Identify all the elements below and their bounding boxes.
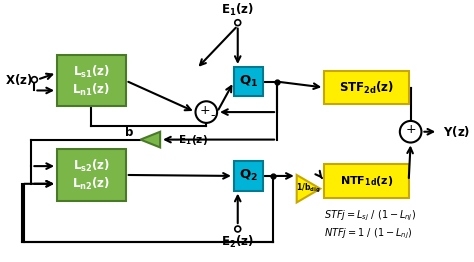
- Bar: [324, 71, 409, 104]
- Text: $\mathbf{Q_1}$: $\mathbf{Q_1}$: [239, 74, 258, 89]
- Text: $NTFj = 1\ /\ (1 - L_{nj})$: $NTFj = 1\ /\ (1 - L_{nj})$: [324, 227, 412, 241]
- Circle shape: [235, 20, 241, 26]
- Text: $\mathbf{b}$: $\mathbf{b}$: [124, 125, 134, 139]
- Text: $\mathbf{NTF_{1d}(z)}$: $\mathbf{NTF_{1d}(z)}$: [340, 174, 393, 188]
- Text: $\mathbf{L_{s2}(z)}$: $\mathbf{L_{s2}(z)}$: [73, 158, 110, 174]
- Text: $\mathbf{-E_1(z)}$: $\mathbf{-E_1(z)}$: [170, 133, 208, 147]
- Circle shape: [235, 226, 241, 232]
- Text: $\mathbf{STF_{2d}(z)}$: $\mathbf{STF_{2d}(z)}$: [339, 79, 394, 96]
- Text: +: +: [405, 123, 416, 136]
- Text: $\mathbf{L_{n2}(z)}$: $\mathbf{L_{n2}(z)}$: [73, 176, 110, 192]
- Text: $\mathbf{1/b_{dig}}$: $\mathbf{1/b_{dig}}$: [296, 182, 321, 195]
- Text: $\mathbf{E_1(z)}$: $\mathbf{E_1(z)}$: [221, 2, 254, 18]
- Bar: [234, 67, 263, 96]
- Text: $\mathbf{E_2(z)}$: $\mathbf{E_2(z)}$: [221, 234, 254, 250]
- Circle shape: [31, 77, 37, 83]
- Bar: [324, 164, 409, 198]
- Text: $\mathbf{X(z)}$: $\mathbf{X(z)}$: [5, 72, 33, 87]
- Text: $\mathbf{Y(z)}$: $\mathbf{Y(z)}$: [443, 124, 470, 139]
- Bar: [234, 161, 263, 191]
- Text: $\mathbf{L_{n1}(z)}$: $\mathbf{L_{n1}(z)}$: [73, 81, 110, 97]
- Polygon shape: [297, 175, 320, 203]
- Text: +: +: [200, 103, 210, 117]
- Bar: [57, 55, 126, 106]
- Text: -: -: [210, 108, 214, 122]
- Circle shape: [400, 121, 421, 143]
- Circle shape: [195, 101, 217, 123]
- Text: $\mathbf{L_{s1}(z)}$: $\mathbf{L_{s1}(z)}$: [73, 64, 110, 80]
- Bar: [57, 149, 126, 200]
- Text: $STFj = L_{sj}\ /\ (1 - L_{nj})$: $STFj = L_{sj}\ /\ (1 - L_{nj})$: [324, 209, 416, 223]
- Polygon shape: [140, 132, 160, 148]
- Text: $\mathbf{Q_2}$: $\mathbf{Q_2}$: [239, 168, 258, 183]
